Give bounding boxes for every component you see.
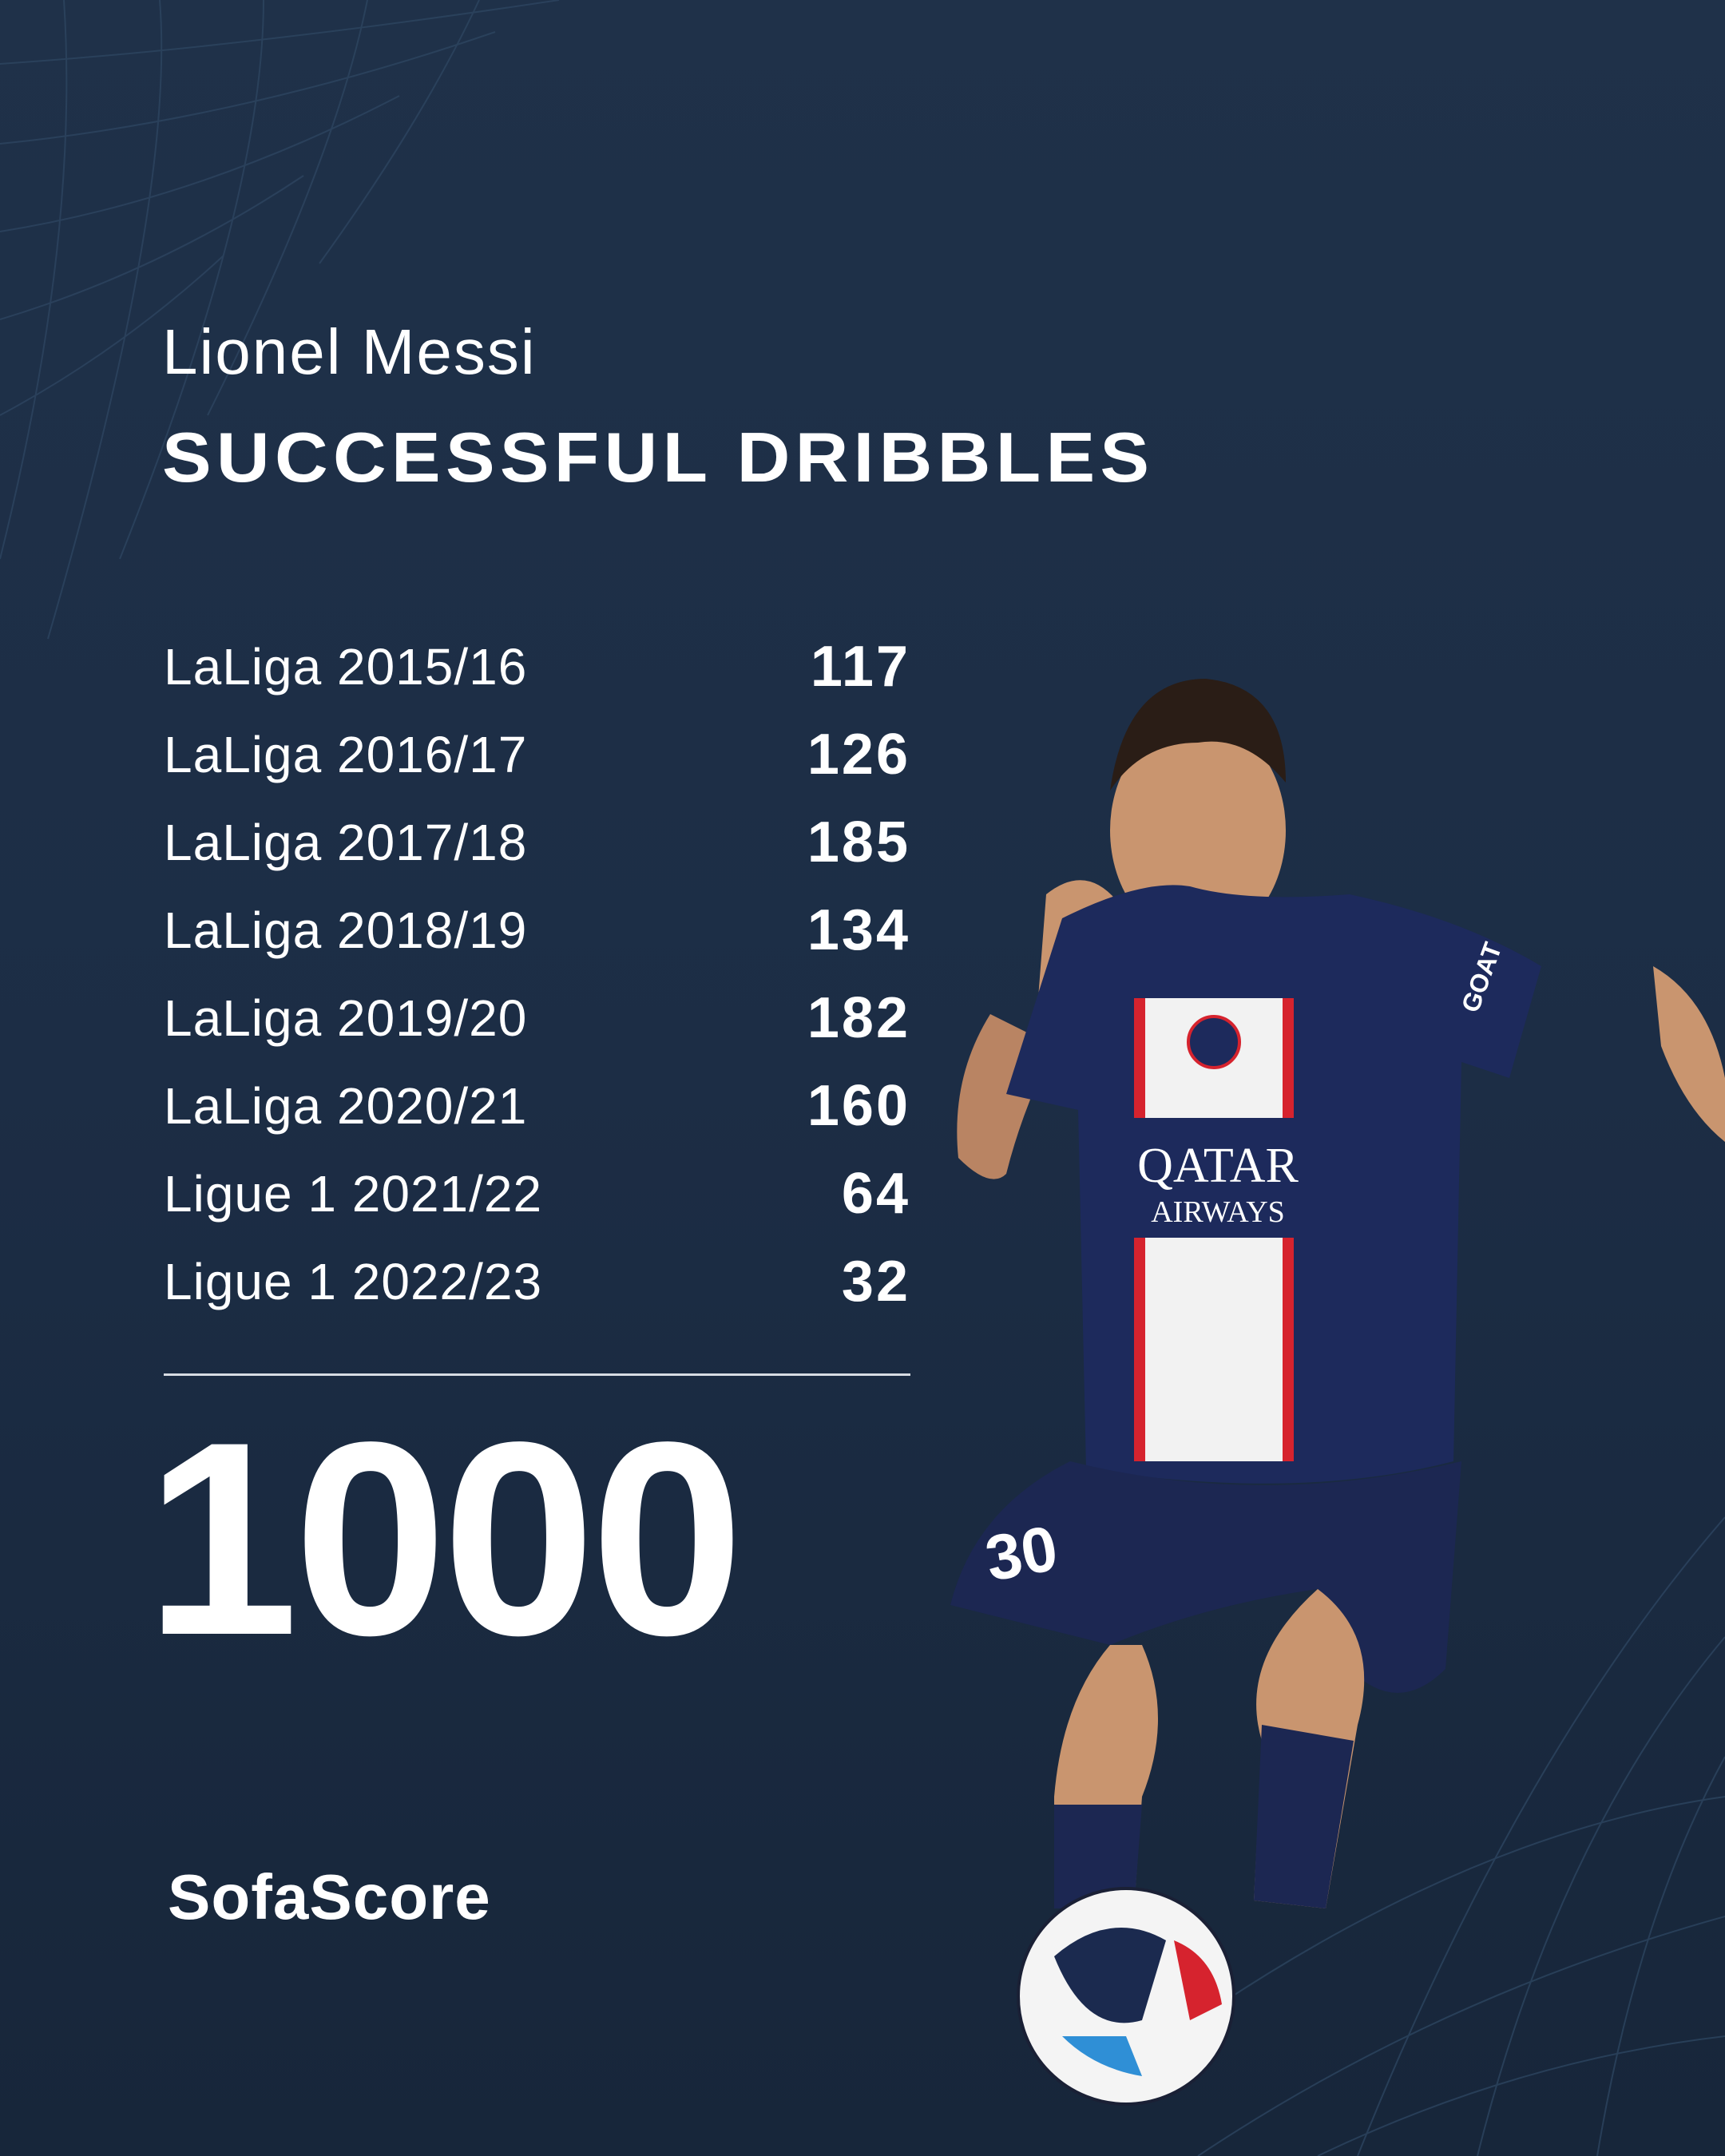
season-label: LaLiga 2018/19	[164, 902, 528, 959]
season-value: 185	[807, 810, 910, 874]
season-value: 182	[807, 986, 910, 1050]
season-label: LaLiga 2020/21	[164, 1077, 528, 1135]
season-value: 160	[807, 1074, 910, 1138]
jersey-sponsor: QATAR	[1137, 1139, 1299, 1193]
sofascore-logo: SofaScore	[168, 1861, 491, 1932]
season-row: LaLiga 2017/18 185	[164, 799, 910, 886]
player-name: Lionel Messi	[162, 316, 537, 387]
season-value: 32	[841, 1250, 910, 1314]
season-value: 117	[810, 635, 910, 699]
season-label: LaLiga 2016/17	[164, 726, 528, 783]
season-label: Ligue 1 2022/23	[164, 1253, 543, 1310]
season-row: LaLiga 2020/21 160	[164, 1062, 910, 1150]
season-row: Ligue 1 2021/22 64	[164, 1150, 910, 1238]
season-value: 126	[807, 723, 910, 787]
season-row: Ligue 1 2022/23 32	[164, 1238, 910, 1326]
season-value: 64	[841, 1162, 910, 1226]
season-label: LaLiga 2017/18	[164, 814, 528, 871]
season-value: 134	[807, 898, 910, 962]
season-row: LaLiga 2015/16 117	[164, 623, 910, 711]
season-row: LaLiga 2016/17 126	[164, 711, 910, 799]
season-label: Ligue 1 2021/22	[164, 1165, 543, 1223]
season-label: LaLiga 2015/16	[164, 638, 528, 696]
season-row: LaLiga 2018/19 134	[164, 886, 910, 974]
season-stats-table: LaLiga 2015/16 117 LaLiga 2016/17 126 LaLi…	[164, 623, 910, 1326]
svg-text:30: 30	[980, 1512, 1062, 1595]
player-photo: QATAR AIRWAYS GOAT 30	[950, 679, 1725, 2106]
season-label: LaLiga 2019/20	[164, 989, 528, 1047]
total-dribbles: 1000	[145, 1385, 744, 1693]
divider	[164, 1373, 910, 1376]
season-row: LaLiga 2019/20 182	[164, 974, 910, 1062]
stat-title: SUCCESSFUL DRIBBLES	[162, 418, 1155, 497]
svg-text:AIRWAYS: AIRWAYS	[1151, 1195, 1285, 1229]
